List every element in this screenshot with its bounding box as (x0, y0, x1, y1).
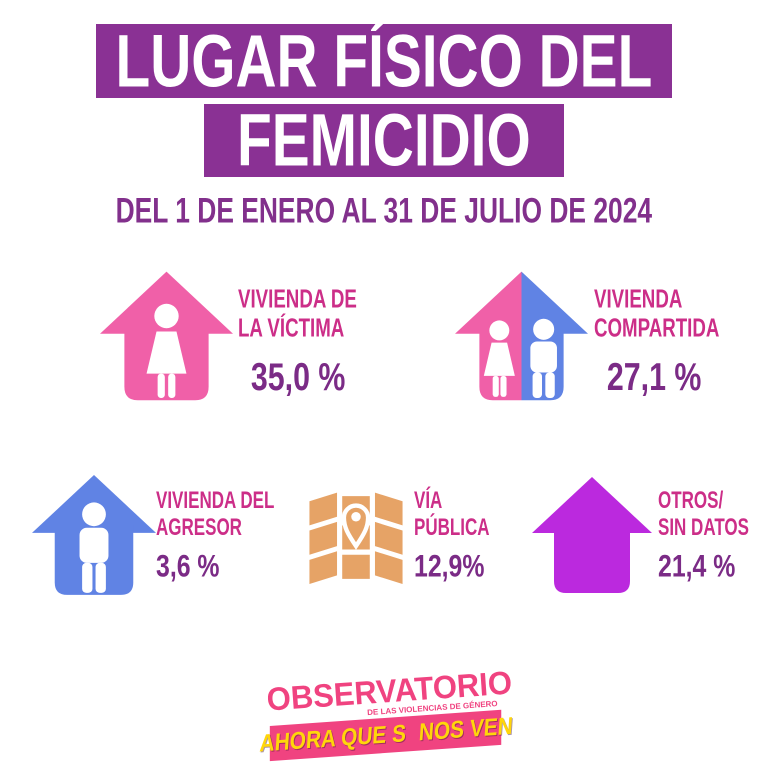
tagline-pre: AHORA QUE S (259, 719, 408, 758)
stat-label-line2: LA VÍCTIMA (238, 312, 345, 343)
stat-label-line1: OTROS/ (658, 487, 724, 514)
woman-figure (146, 303, 187, 399)
house-man-icon (32, 475, 156, 595)
stat-value: 12,9% (414, 548, 485, 584)
man-figure (79, 502, 109, 593)
stat-value: 21,4 % (658, 548, 736, 584)
house-plain-icon (532, 477, 652, 593)
house-woman-icon (100, 271, 233, 401)
stat-label-line1: VIVIENDA DEL (156, 487, 275, 514)
tagline-post: NOS VEN (417, 711, 514, 746)
title-banner-line2: FEMICIDIO (204, 99, 564, 182)
observatorio-logo: OBSERVATORIO DE LAS VIOLENCIAS DE GÉNERO… (259, 664, 513, 762)
stat-label-line1: VÍA (414, 487, 443, 514)
woman-figure (483, 320, 515, 397)
man-figure (530, 318, 557, 399)
title-banner-line1: LUGAR FÍSICO DEL (96, 19, 672, 103)
stat-label-line1: VIVIENDA DE (238, 283, 357, 314)
stat-label-line2: AGRESOR (156, 514, 242, 541)
stat-value: 3,6 % (156, 548, 220, 584)
page-title-line1: LUGAR FÍSICO DEL (115, 19, 653, 103)
stat-value: 27,1 % (606, 354, 702, 399)
lightning-bolt-icon (412, 722, 413, 743)
stat-value: 35,0 % (250, 354, 346, 399)
map-icon (309, 492, 403, 584)
house-shared-icon (455, 271, 588, 401)
stat-label-line2: SIN DATOS (658, 514, 750, 541)
date-range-subtitle: DEL 1 DE ENERO AL 31 DE JULIO DE 2024 (115, 192, 653, 231)
stat-label-line1: VIVIENDA (594, 283, 683, 314)
location-pin-icon (341, 503, 371, 550)
stat-label-line2: PÚBLICA (414, 514, 490, 541)
page-title-line2: FEMICIDIO (237, 98, 531, 183)
stat-label-line2: COMPARTIDA (594, 312, 720, 343)
